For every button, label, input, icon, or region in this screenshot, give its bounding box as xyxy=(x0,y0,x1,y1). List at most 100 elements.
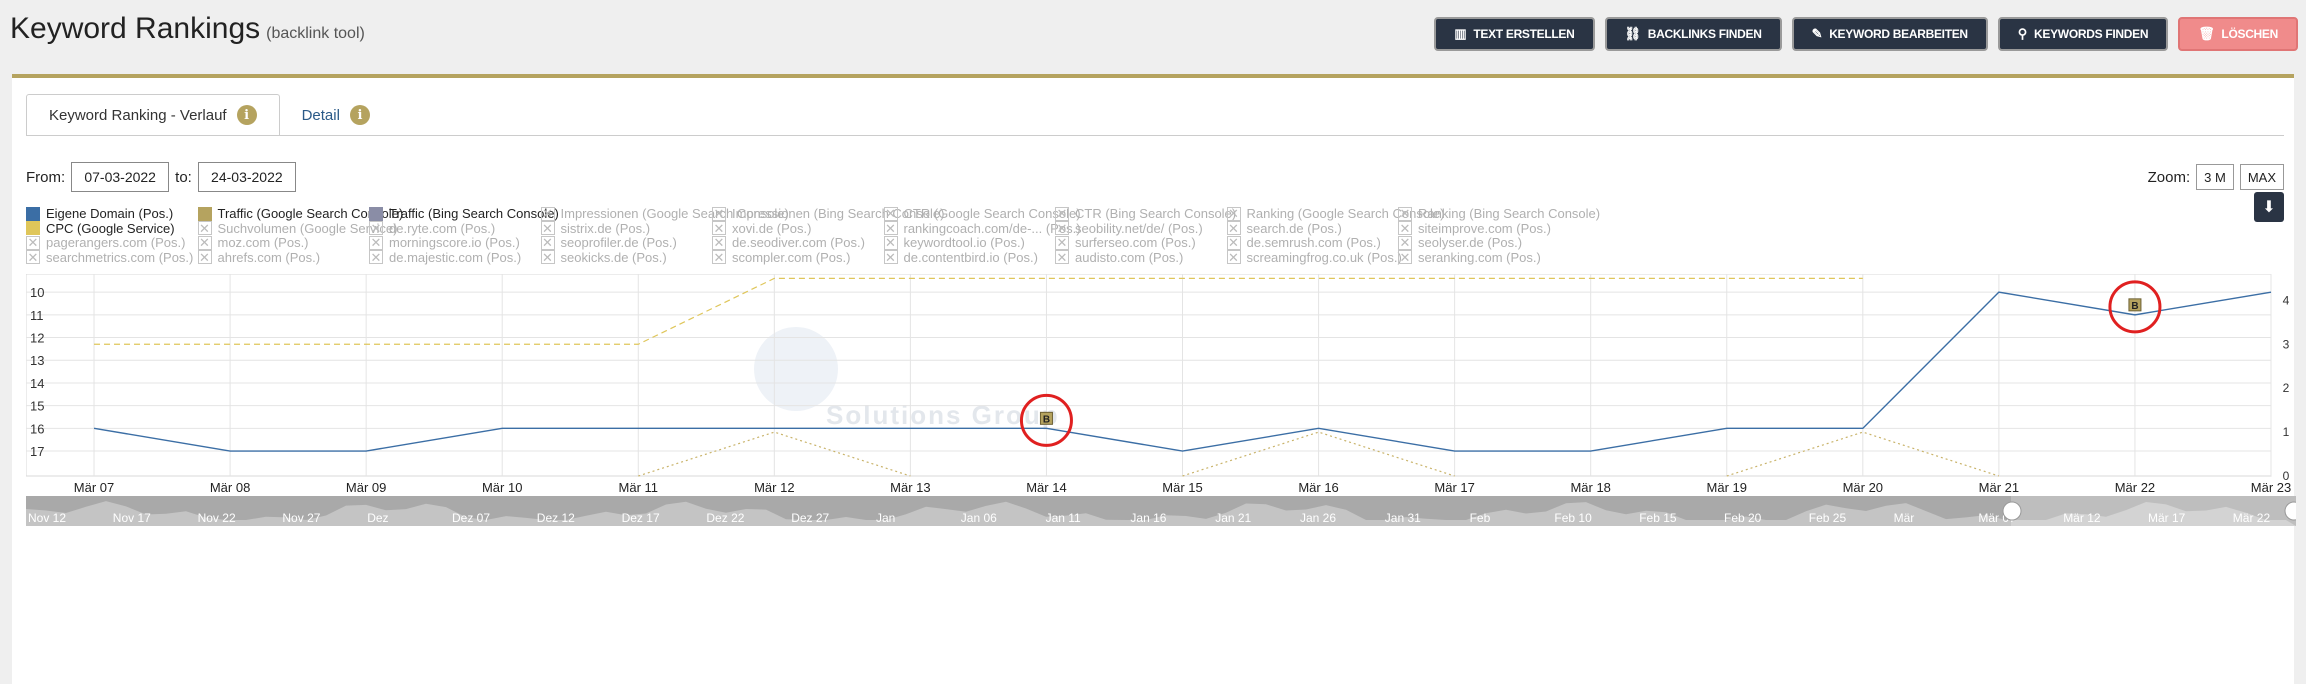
legend-item[interactable]: Eigene Domain (Pos.) xyxy=(26,206,173,221)
tab-ranking-verlauf[interactable]: Keyword Ranking - Verlauf i xyxy=(26,94,280,136)
legend-item[interactable]: ✕ Ranking (Bing Search Console) xyxy=(1398,206,1600,221)
legend-item[interactable]: ✕ search.de (Pos.) xyxy=(1226,220,1342,236)
legend-item[interactable]: ✕ xovi.de (Pos.) xyxy=(712,221,811,236)
legend-swatch xyxy=(26,206,40,221)
x-tick-label: Mär 23 xyxy=(2251,480,2291,495)
to-label: to: xyxy=(175,168,192,186)
legend-item[interactable]: ✕ de.majestic.com (Pos.) xyxy=(369,250,521,265)
annotation-flag xyxy=(1039,411,1053,425)
navigator-label: Jan 31 xyxy=(1385,511,1421,525)
legend-item[interactable]: ✕ siteimprove.com (Pos.) xyxy=(1398,221,1551,236)
navigator-label: Jan 11 xyxy=(1046,511,1081,525)
legend-item[interactable]: ✕ seobility.net/de/ (Pos.) xyxy=(1055,221,1203,236)
disabled-x-icon: ✕ xyxy=(1226,206,1241,221)
legend-label: de.contentbird.io (Pos.) xyxy=(903,249,1038,265)
legend-item[interactable]: ✕ morningscore.io (Pos.) xyxy=(369,235,520,250)
from-date-input[interactable]: 07-03-2022 xyxy=(71,162,170,192)
legend-item[interactable]: ✕ sistrix.de (Pos.) xyxy=(540,221,650,236)
legend-item[interactable]: ✕ CTR (Bing Search Console) xyxy=(1055,206,1236,221)
legend-item[interactable]: ✕ CTR (Google Search Console) xyxy=(883,206,1081,221)
legend-item[interactable]: ✕ searchmetrics.com (Pos.) xyxy=(26,250,193,265)
tab-bar: Keyword Ranking - Verlauf i Detail i xyxy=(26,94,392,136)
disabled-x-icon: ✕ xyxy=(883,220,898,236)
legend-label: audisto.com (Pos.) xyxy=(1075,249,1184,265)
x-tick-label: Mär 20 xyxy=(1843,480,1883,495)
legend-label: Impressionen (Bing Search Console) xyxy=(732,206,945,221)
legend-item[interactable]: ✕ de.ryte.com (Pos.) xyxy=(369,221,495,236)
legend-item[interactable]: ✕ Ranking (Google Search Console) xyxy=(1226,206,1445,221)
legend-item[interactable]: ✕ seokicks.de (Pos.) xyxy=(540,250,667,265)
button-label: LÖSCHEN xyxy=(2221,27,2278,41)
legend-label: scompler.com (Pos.) xyxy=(732,249,851,265)
y-left-tick-label: 17 xyxy=(30,444,44,459)
backlinks-finden-button[interactable]: ⛓ BACKLINKS FINDEN xyxy=(1604,17,1782,51)
keyword-bearbeiten-button[interactable]: ✎ KEYWORD BEARBEITEN xyxy=(1791,17,1988,51)
top-bar: Keyword Rankings (backlink tool) ▥ TEXT ER… xyxy=(0,0,2306,74)
legend-item[interactable]: ✕ screamingfrog.co.uk (Pos.) xyxy=(1226,249,1402,265)
legend-label: xovi.de (Pos.) xyxy=(732,220,812,236)
legend-item[interactable]: ✕ de.semrush.com (Pos.) xyxy=(1226,235,1381,250)
navigator-label: Mär 17 xyxy=(2148,511,2186,525)
legend-item[interactable]: ✕ scompler.com (Pos.) xyxy=(712,250,850,265)
tab-label: Detail xyxy=(301,106,340,124)
navigator-label: Jan 16 xyxy=(1130,511,1166,525)
navigator-series xyxy=(26,501,2296,526)
info-icon[interactable]: i xyxy=(349,105,370,125)
zoom-max-button[interactable]: MAX xyxy=(2239,164,2284,190)
button-label: BACKLINKS FINDEN xyxy=(1647,27,1762,41)
series-line xyxy=(93,291,2272,452)
to-date-input[interactable]: 24-03-2022 xyxy=(197,162,296,192)
legend-item[interactable]: ✕ moz.com (Pos.) xyxy=(197,235,309,250)
disabled-x-icon: ✕ xyxy=(26,249,40,265)
button-label: TEXT ERSTELLEN xyxy=(1473,27,1575,41)
info-icon[interactable]: i xyxy=(236,105,257,125)
link-icon: ⛓ xyxy=(1624,26,1642,41)
zoom-3m-button[interactable]: 3 M xyxy=(2196,164,2234,190)
navigator-label: Dez 22 xyxy=(706,511,744,525)
disabled-x-icon: ✕ xyxy=(369,249,383,265)
x-tick-label: Mär 22 xyxy=(2115,480,2155,495)
download-icon[interactable]: ⬇ xyxy=(2254,192,2284,222)
legend-label: de.seodiver.com (Pos.) xyxy=(732,235,865,250)
legend-item[interactable]: ✕ ahrefs.com (Pos.) xyxy=(197,249,320,265)
löschen-button[interactable]: 🗑 LÖSCHEN xyxy=(2178,17,2298,51)
legend-item[interactable]: ✕ pagerangers.com (Pos.) xyxy=(26,235,185,250)
button-label: KEYWORDS FINDEN xyxy=(2034,27,2149,41)
legend-item[interactable]: ✕ audisto.com (Pos.) xyxy=(1055,250,1183,265)
y-left-tick-label: 16 xyxy=(30,421,44,436)
legend-item[interactable]: ✕ de.contentbird.io (Pos.) xyxy=(883,249,1038,265)
x-tick-label: Mär 11 xyxy=(619,480,659,495)
legend-label: Traffic (Bing Search Console) xyxy=(389,206,559,221)
legend-label: surferseo.com (Pos.) xyxy=(1075,235,1196,250)
watermark-text: Solutions Group xyxy=(826,400,1060,430)
range-navigator[interactable]: Nov 12 Nov 17 Nov 22 Nov 27 Dez Dez 07 Dez 12 D… xyxy=(26,496,2296,526)
disabled-x-icon: ✕ xyxy=(1226,220,1241,236)
legend-item[interactable]: ✕ seoprofiler.de (Pos.) xyxy=(540,235,677,250)
legend-label: CPC (Google Service) xyxy=(46,220,175,236)
legend-item[interactable]: ✕ Suchvolumen (Google Service) xyxy=(197,221,397,236)
legend-item[interactable]: Traffic (Bing Search Console) xyxy=(369,206,559,221)
legend-item[interactable]: ✕ seolyser.de (Pos.) xyxy=(1398,235,1522,250)
legend-item[interactable]: ✕ keywordtool.io (Pos.) xyxy=(883,235,1025,250)
x-tick-label: Mär 19 xyxy=(1707,480,1747,495)
legend-item[interactable]: ✕ surferseo.com (Pos.) xyxy=(1055,235,1196,250)
disabled-x-icon: ✕ xyxy=(369,235,383,250)
legend-item[interactable]: CPC (Google Service) xyxy=(26,221,175,236)
x-tick-label: Mär 10 xyxy=(482,480,522,495)
disabled-x-icon: ✕ xyxy=(197,249,212,265)
legend-item[interactable]: ✕ Impressionen (Bing Search Console) xyxy=(712,206,944,221)
legend-item[interactable]: ✕ seranking.com (Pos.) xyxy=(1398,250,1541,265)
keywords-finden-button[interactable]: ⚲ KEYWORDS FINDEN xyxy=(1997,17,2169,51)
tab-detail[interactable]: Detail i xyxy=(280,94,392,136)
plot-area xyxy=(25,273,2272,477)
legend-item[interactable]: ✕ de.seodiver.com (Pos.) xyxy=(712,235,865,250)
navigator-selection xyxy=(2011,496,2296,526)
legend-item[interactable]: ✕ rankingcoach.com/de-... (Pos.) xyxy=(883,220,1081,236)
text-erstellen-button[interactable]: ▥ TEXT ERSTELLEN xyxy=(1434,17,1595,51)
legend-item[interactable]: ✕ Impressionen (Google Search Console) xyxy=(540,206,789,221)
disabled-x-icon: ✕ xyxy=(1226,249,1241,265)
disabled-x-icon: ✕ xyxy=(1055,235,1069,250)
disabled-x-icon: ✕ xyxy=(1055,249,1069,265)
legend-item[interactable]: Traffic (Google Search Console) xyxy=(197,206,403,221)
x-tick-label: Mär 12 xyxy=(754,480,794,495)
